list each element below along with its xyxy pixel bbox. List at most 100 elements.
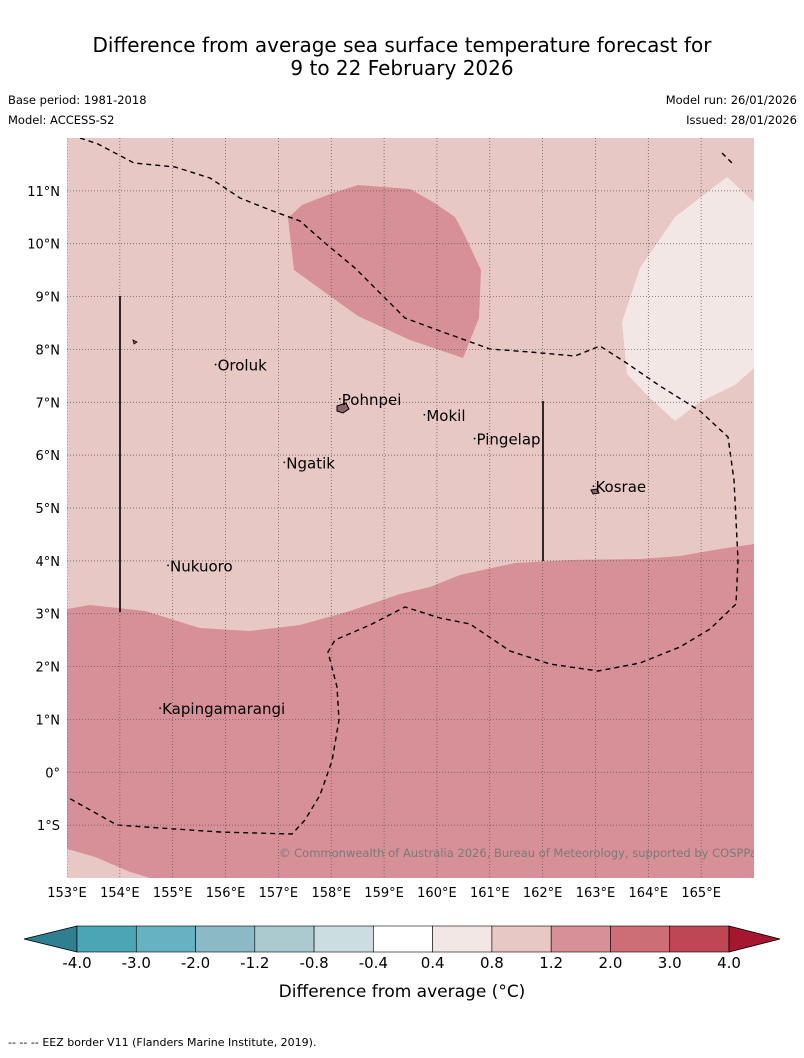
lon-tick-label: 164°E: [629, 886, 669, 901]
lat-tick-label: 1°N: [36, 713, 61, 728]
colorbar-tick-label: 0.8: [480, 954, 504, 972]
model-name: Model: ACCESS-S2: [8, 113, 115, 127]
colorbar-cell: [195, 925, 256, 953]
colorbar-cell: [135, 925, 196, 953]
lon-tick-label: 163°E: [576, 886, 616, 901]
colorbar-tick-label: -3.0: [122, 954, 151, 972]
place-label: Nukuoro: [170, 557, 233, 575]
colorbar-tick-label: 4.0: [717, 954, 741, 972]
lon-tick-label: 156°E: [206, 886, 246, 901]
lat-tick-label: 2°N: [36, 661, 61, 676]
colorbar-tick-label: -4.0: [62, 954, 91, 972]
lon-tick-label: 157°E: [259, 886, 299, 901]
colorbar-tick-label: 1.2: [539, 954, 563, 972]
map-area: © Commonwealth of Australia 2026, Bureau…: [67, 138, 763, 878]
anomaly-zone-1.2-2.0-north: [288, 185, 481, 358]
place-mokil: Mokil: [423, 407, 465, 425]
lon-tick-label: 155°E: [153, 886, 193, 901]
place-marker: [473, 437, 476, 440]
islet-shape: [132, 339, 138, 345]
place-marker: [423, 413, 426, 416]
colorbar-cell: [373, 925, 433, 953]
eez-border: [67, 138, 739, 835]
latitude-axis-labels: 11°N 10°N 9°N 8°N 7°N 6°N 5°N 4°N 3°N 2°N 1°N 0° 1°S: [27, 185, 60, 834]
lon-tick-label: 161°E: [470, 886, 510, 901]
eez-border-east: [721, 152, 733, 164]
eez-legend-text: EEZ border V11 (Flanders Marine Institut…: [42, 1036, 317, 1049]
colorbar-tick-label: -1.2: [240, 954, 269, 972]
place-kosrae: Kosrae: [592, 478, 646, 496]
model-run: Model run: 26/01/2026: [665, 93, 797, 107]
place-label: Pohnpei: [342, 391, 402, 409]
colorbar-tick-label: 0.4: [421, 954, 445, 972]
eez-legend: -- -- -- EEZ border V11 (Flanders Marine…: [8, 1036, 316, 1049]
colorbar-cell: [491, 925, 552, 953]
lat-tick-label: 1°S: [37, 819, 60, 834]
place-marker: [338, 398, 341, 400]
place-nukuoro: Nukuoro: [167, 557, 233, 575]
lat-tick-label: 7°N: [36, 396, 61, 411]
colorbar-extend-low: [23, 925, 78, 953]
place-label: Mokil: [426, 407, 465, 425]
colorbar-cell: [76, 925, 137, 953]
lon-tick-label: 153°E: [47, 886, 87, 901]
longitude-axis-labels: 153°E 154°E 155°E 156°E 157°E 158°E 159°E 160°E…: [47, 886, 721, 901]
lat-tick-label: 11°N: [27, 185, 60, 200]
lat-tick-label: 6°N: [36, 449, 61, 464]
anomaly-zone-1.2-2.0-south: [67, 544, 754, 878]
place-pingelap: Pingelap: [473, 431, 541, 449]
lon-tick-label: 162°E: [523, 886, 563, 901]
place-label: Kosrae: [595, 478, 646, 496]
colorbar-cell: [610, 925, 671, 953]
colorbar-label: Difference from average (°C): [279, 982, 526, 1002]
lat-tick-label: 4°N: [36, 555, 61, 570]
place-label: Pingelap: [477, 431, 541, 449]
anomaly-zone-0.4-0.8-southwest: [67, 849, 150, 878]
eez-dash-symbol: -- -- --: [8, 1036, 39, 1049]
lon-tick-label: 159°E: [364, 886, 404, 901]
lat-tick-label: 5°N: [36, 502, 61, 517]
issued-date: Issued: 28/01/2026: [686, 113, 797, 127]
place-oroluk: Oroluk: [214, 357, 267, 375]
colorbar-cell: [313, 925, 374, 953]
colorbar-tick-label: -2.0: [181, 954, 210, 972]
colorbar-cell: [550, 925, 611, 953]
place-marker: [592, 485, 595, 488]
colorbar-tick-label: -0.8: [299, 954, 328, 972]
pohnpei-island-shape: [336, 402, 350, 414]
lat-tick-label: 9°N: [36, 291, 61, 306]
kosrae-island-shape: [590, 488, 600, 495]
copyright-text: © Commonwealth of Australia 2026, Bureau…: [279, 846, 763, 860]
lon-tick-label: 160°E: [417, 886, 457, 901]
colorbar-cell: [432, 925, 493, 953]
place-ngatik: Ngatik: [283, 454, 335, 472]
place-label: Ngatik: [286, 454, 335, 472]
place-marker: [159, 707, 162, 710]
lat-tick-label: 3°N: [36, 608, 61, 623]
chart-title-line2: 9 to 22 February 2026: [290, 56, 514, 80]
colorbar-tick-label: 2.0: [599, 954, 623, 972]
place-marker: [167, 564, 169, 567]
chart-title-line1: Difference from average sea surface temp…: [92, 33, 712, 57]
place-marker: [214, 363, 217, 366]
colorbar-tick-label: -0.4: [359, 954, 388, 972]
place-marker: [283, 461, 286, 464]
colorbar-cells: [23, 925, 781, 953]
colorbar-tick-label: 3.0: [658, 954, 682, 972]
lat-tick-label: 0°: [45, 766, 60, 781]
colorbar-tick-labels: -4.0 -3.0 -2.0 -1.2 -0.8 -0.4 0.4 0.8 1.2 2.0 3.0 4…: [62, 954, 741, 972]
lat-tick-label: 8°N: [36, 343, 61, 358]
colorbar-extend-high: [728, 925, 781, 953]
place-pohnpei: Pohnpei: [338, 391, 402, 409]
place-label: Oroluk: [218, 357, 267, 375]
base-period: Base period: 1981-2018: [8, 93, 147, 107]
lon-tick-label: 154°E: [100, 886, 140, 901]
lon-tick-label: 165°E: [681, 886, 721, 901]
anomaly-zone-0.4-0.8-east: [622, 177, 754, 421]
lon-tick-label: 158°E: [311, 886, 351, 901]
colorbar-cell: [254, 925, 315, 953]
place-labels: Oroluk Pohnpei Mokil Pingelap Ngatik Kosrae Nu…: [159, 357, 646, 718]
place-kapingamarangi: Kapingamarangi: [159, 700, 285, 718]
